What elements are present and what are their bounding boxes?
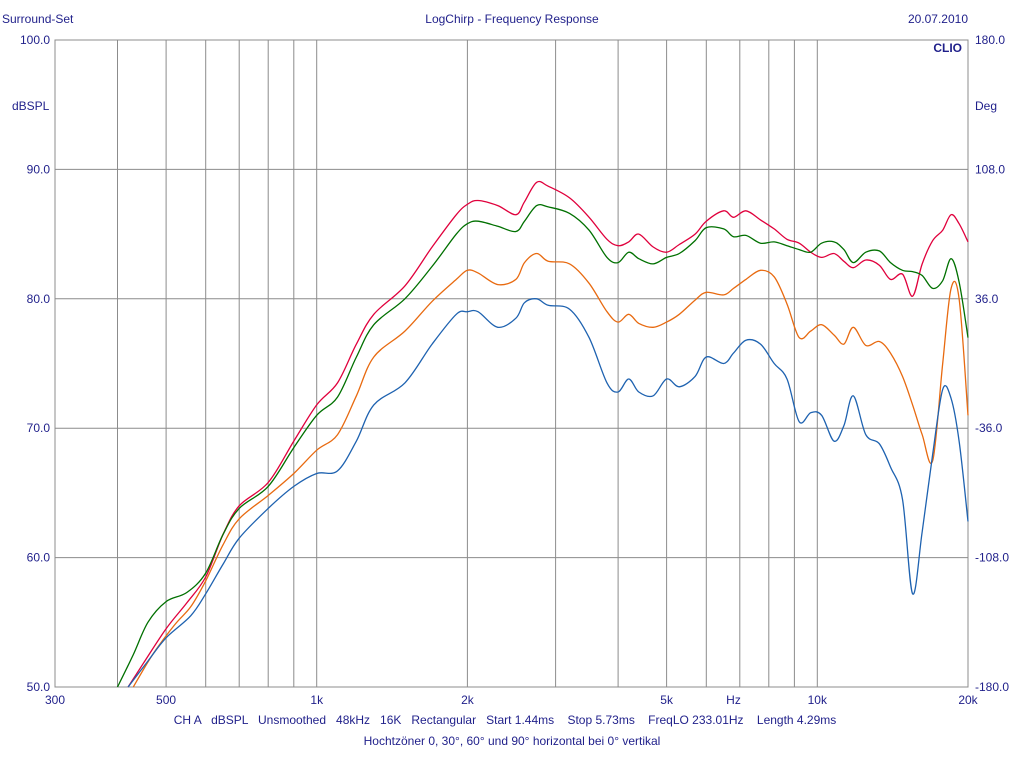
left-axis-unit-label: dBSPL — [12, 99, 50, 113]
y2-axis-tick-labels: 180.0 108.0 36.0 -36.0 -108.0 -180.0 — [975, 33, 1009, 694]
grid — [55, 40, 968, 687]
x-tick-label: 500 — [156, 693, 176, 707]
series-line-1 — [127, 180, 969, 688]
clio-brand-label: CLIO — [933, 41, 962, 55]
x-axis-unit-label: Hz — [726, 693, 741, 707]
x-tick-label: 20k — [958, 693, 978, 707]
y-tick-label: 50.0 — [27, 680, 51, 694]
header-date: 20.07.2010 — [908, 12, 968, 26]
series-line-2 — [116, 204, 969, 688]
header-chart-title: LogChirp - Frequency Response — [425, 12, 599, 26]
x-tick-label: 5k — [660, 693, 674, 707]
y-tick-label: 100.0 — [20, 33, 50, 47]
header-project-name: Surround-Set — [2, 12, 74, 26]
x-axis-tick-labels: 300 500 1k 2k 5k 10k 20k — [45, 693, 979, 707]
y2-tick-label: 36.0 — [975, 292, 999, 306]
right-axis-unit-label: Deg — [975, 99, 997, 113]
y-axis-tick-labels: 100.0 90.0 80.0 70.0 60.0 50.0 — [20, 33, 50, 694]
series-line-3 — [132, 252, 969, 688]
chart-caption: Hochtzöner 0, 30°, 60° und 90° horizonta… — [364, 734, 661, 748]
plot-frame — [54, 39, 969, 688]
y-tick-label: 60.0 — [27, 551, 51, 565]
y2-tick-label: -36.0 — [975, 421, 1003, 435]
y-tick-label: 70.0 — [27, 421, 51, 435]
measurement-info-line: CH A dBSPL Unsmoothed 48kHz 16K Rectangu… — [174, 713, 837, 727]
series-lines — [116, 180, 969, 688]
series-line-4 — [127, 298, 969, 688]
y-tick-label: 80.0 — [27, 292, 51, 306]
y2-tick-label: 108.0 — [975, 162, 1005, 176]
y2-tick-label: 180.0 — [975, 33, 1005, 47]
x-tick-label: 2k — [461, 693, 475, 707]
x-tick-label: 1k — [310, 693, 324, 707]
y-tick-label: 90.0 — [27, 162, 51, 176]
y2-tick-label: -180.0 — [975, 680, 1009, 694]
y2-tick-label: -108.0 — [975, 551, 1009, 565]
x-tick-label: 10k — [808, 693, 828, 707]
x-tick-label: 300 — [45, 693, 65, 707]
